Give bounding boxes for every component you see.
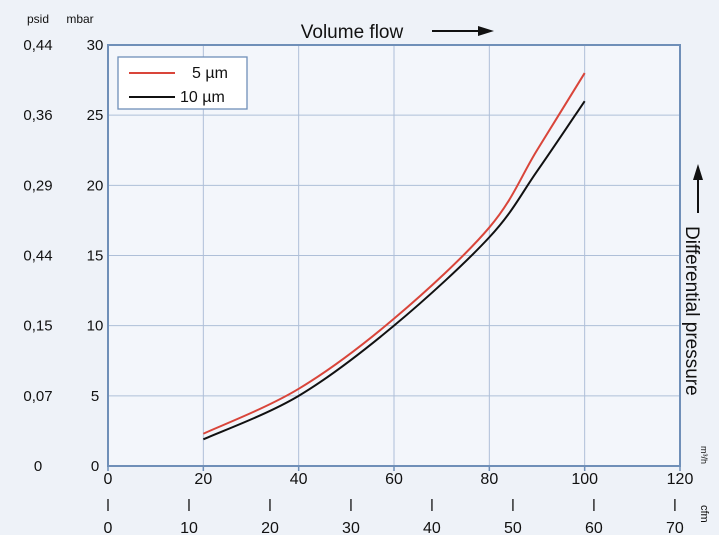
y-tick-label-psid: 0 xyxy=(34,458,42,475)
y-unit-mbar: mbar xyxy=(66,12,93,26)
series-line-10um xyxy=(202,100,586,441)
chart-title: Volume flow xyxy=(301,22,404,43)
right-axis-label: Differential pressure xyxy=(681,226,702,396)
x-tick-label-secondary: 0 xyxy=(104,520,113,535)
x-tick-label-secondary: 20 xyxy=(261,520,279,535)
x-unit-secondary: cfm xyxy=(698,505,710,523)
x-tick-label-primary: 80 xyxy=(480,471,498,488)
x-tick-label-secondary: 30 xyxy=(342,520,360,535)
x-tick-label-primary: 100 xyxy=(571,471,598,488)
y-tick-label-mbar: 15 xyxy=(87,248,104,265)
series-layer xyxy=(202,72,586,441)
series-line-5um xyxy=(202,72,586,435)
legend: 5 µm 10 µm xyxy=(117,56,248,110)
x-tick-label-primary: 40 xyxy=(290,471,308,488)
right-arrow-icon xyxy=(693,164,703,213)
legend-label-5um: 5 µm xyxy=(192,65,228,82)
title-arrow-icon xyxy=(432,26,494,36)
x-tick-label-secondary: 60 xyxy=(585,520,603,535)
grid xyxy=(108,45,680,466)
y-tick-label-mbar: 10 xyxy=(87,318,104,335)
legend-label-10um: 10 µm xyxy=(180,89,225,106)
x-axis-ticks: 0 20 40 60 80 100 120 0 10 20 30 40 50 60 70 xyxy=(104,466,694,535)
x-tick-label-primary: 20 xyxy=(194,471,212,488)
y-axis-ticks: 0 0 5 0,07 10 0,15 15 0,44 20 0,29 25 0,36 30 0,44 xyxy=(23,37,103,475)
x-unit-primary: m³/h xyxy=(699,446,709,464)
y-tick-label-psid: 0,44 xyxy=(23,37,52,54)
x-tick-label-primary: 60 xyxy=(385,471,403,488)
x-tick-label-primary: 0 xyxy=(104,471,113,488)
x-tick-label-primary: 120 xyxy=(667,471,694,488)
legend-box xyxy=(117,56,248,110)
y-tick-label-psid: 0,29 xyxy=(23,177,52,194)
x-tick-label-secondary: 50 xyxy=(504,520,522,535)
y-tick-label-psid: 0,07 xyxy=(23,388,52,405)
y-tick-label-mbar: 20 xyxy=(87,177,104,194)
y-unit-psid: psid xyxy=(27,12,49,26)
x-tick-label-secondary: 70 xyxy=(666,520,684,535)
y-tick-label-mbar: 0 xyxy=(91,458,99,475)
y-tick-label-mbar: 30 xyxy=(87,37,104,54)
x-tick-label-secondary: 10 xyxy=(180,520,198,535)
y-tick-label-psid: 0,15 xyxy=(23,318,52,335)
y-tick-label-mbar: 25 xyxy=(87,107,104,124)
y-tick-label-mbar: 5 xyxy=(91,388,99,405)
y-tick-label-psid: 0,44 xyxy=(23,248,52,265)
x-tick-label-secondary: 40 xyxy=(423,520,441,535)
y-tick-label-psid: 0,36 xyxy=(23,107,52,124)
